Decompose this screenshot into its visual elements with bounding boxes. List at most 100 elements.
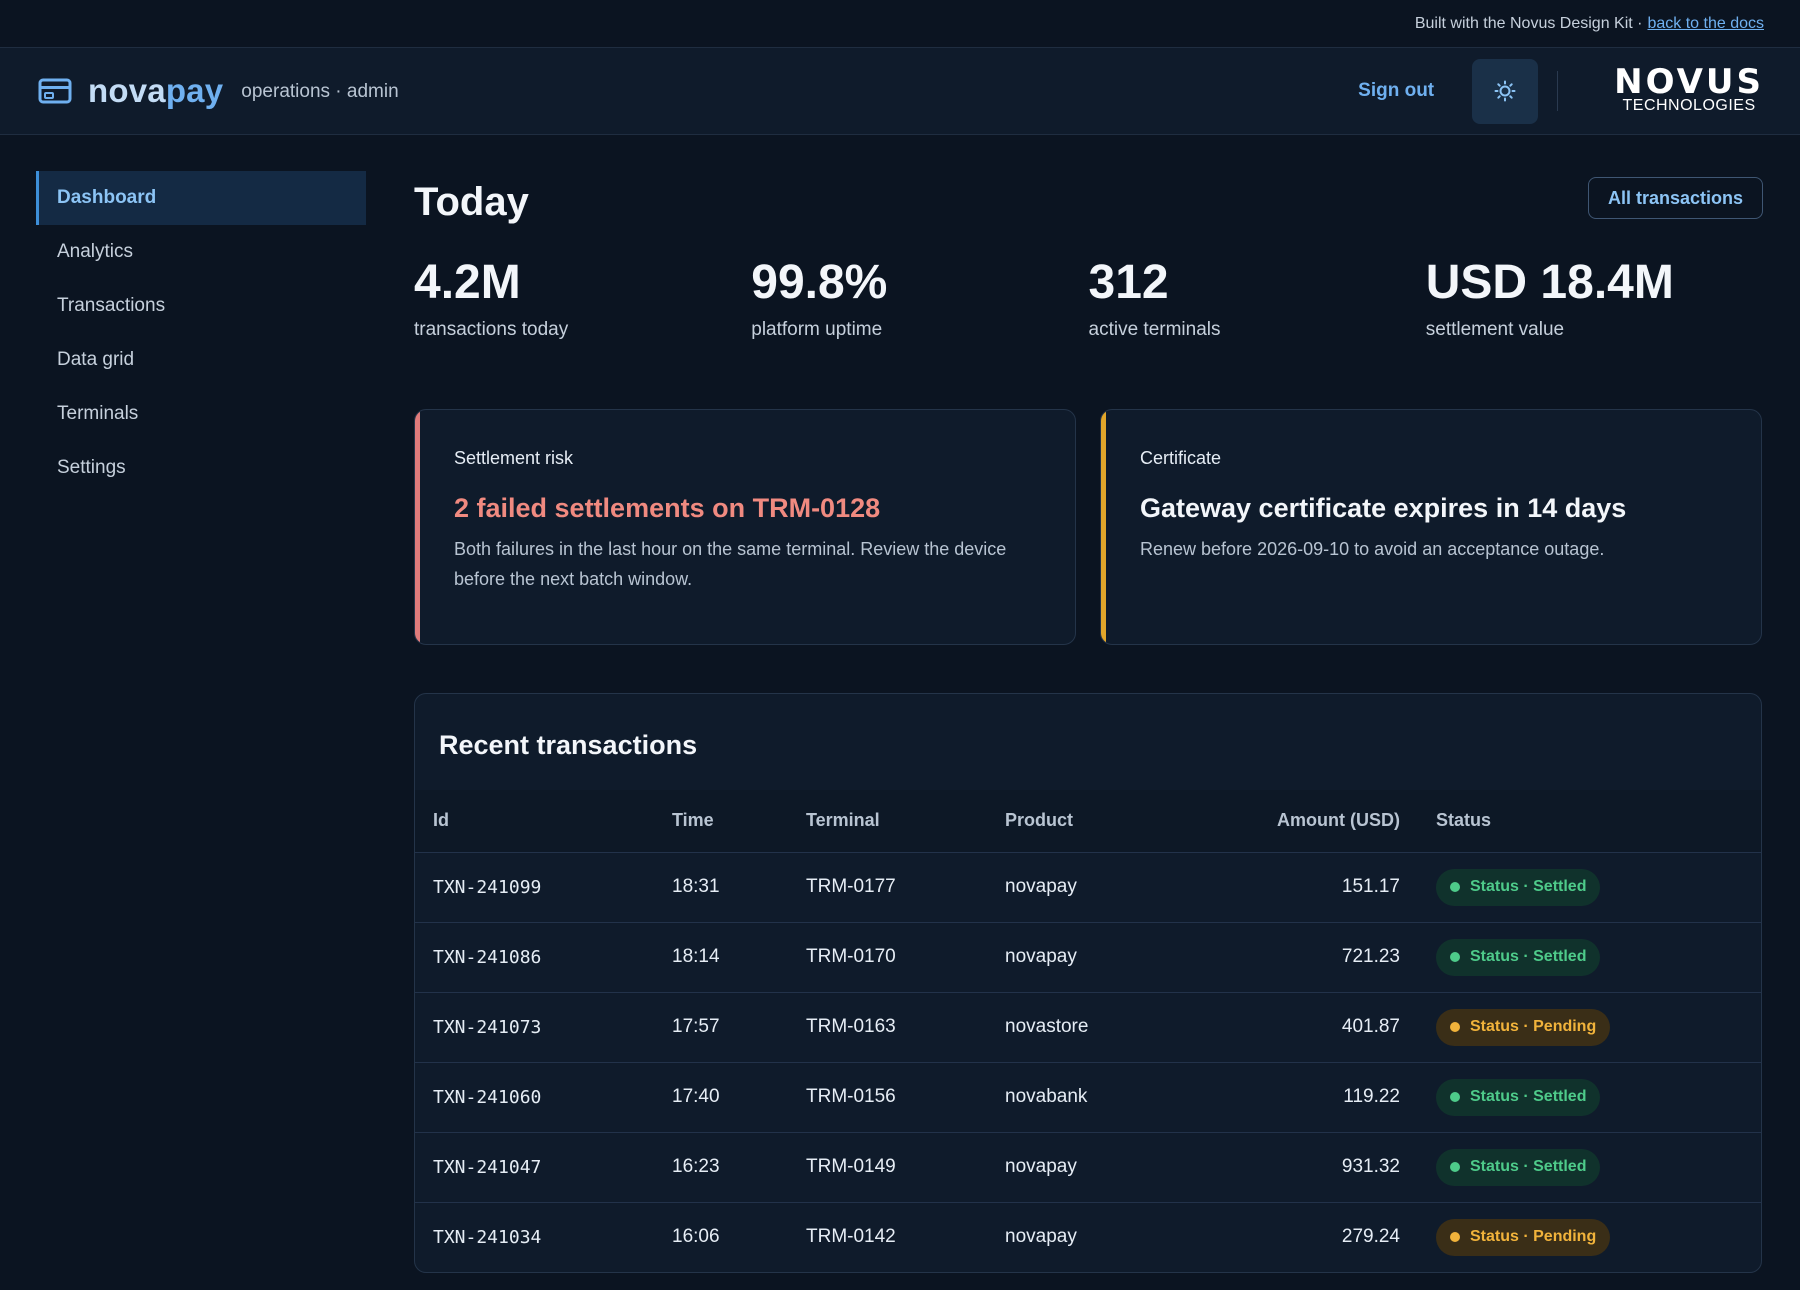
stat-transactions: 4.2M transactions today bbox=[414, 255, 751, 355]
cell-time: 18:14 bbox=[654, 921, 788, 992]
sidebar-item-settings[interactable]: Settings bbox=[57, 457, 126, 478]
main-layout: Dashboard Analytics Transactions Data gr… bbox=[0, 135, 1800, 1273]
table-row[interactable]: TXN-241086 18:14 TRM-0170 novapay 721.23 Stat… bbox=[415, 921, 1761, 992]
stat-terminals: 312 active terminals bbox=[1089, 255, 1426, 355]
sidebar-item-analytics[interactable]: Analytics bbox=[57, 241, 134, 262]
recent-transactions-card: Recent transactions Id Time Terminal Pro… bbox=[414, 693, 1762, 1273]
all-transactions-button[interactable]: All transactions bbox=[1587, 177, 1763, 219]
app-header: novapay operations · admin Sign out NOVU… bbox=[0, 48, 1800, 135]
table-row[interactable]: TXN-241073 17:57 TRM-0163 novastore 401.87 St… bbox=[415, 991, 1761, 1062]
header-actions: Sign out NOVUS TECHNOLOGIES bbox=[1358, 58, 1764, 124]
column-header-status[interactable]: Status bbox=[1436, 810, 1492, 831]
cell-product: novabank bbox=[987, 1061, 1184, 1132]
page-title: Today bbox=[414, 179, 529, 224]
cell-status: Status · Settled bbox=[1418, 921, 1761, 992]
stats-row: 4.2M transactions today 99.8% platform u… bbox=[414, 255, 1763, 355]
cell-id: TXN-241099 bbox=[415, 851, 654, 922]
brand-subtitle: operations · admin bbox=[241, 81, 399, 102]
table-row[interactable]: TXN-241099 18:31 TRM-0177 novapay 151.17 Stat… bbox=[415, 851, 1761, 922]
cell-id: TXN-241034 bbox=[415, 1201, 654, 1272]
cell-amount: 279.24 bbox=[1184, 1201, 1418, 1272]
status-badge: Status · Settled bbox=[1436, 938, 1601, 976]
stat-label: transactions today bbox=[414, 319, 569, 340]
status-badge: Status · Settled bbox=[1436, 1148, 1601, 1186]
sidebar-item-dashboard[interactable]: Dashboard bbox=[36, 171, 366, 225]
status-label: Status · Pending bbox=[1470, 1228, 1597, 1246]
sidebar-item-data-grid[interactable]: Data grid bbox=[57, 349, 135, 370]
alert-title: 2 failed settlements on TRM-0128 bbox=[454, 493, 881, 523]
cell-status: Status · Settled bbox=[1418, 1131, 1761, 1202]
column-header-id[interactable]: Id bbox=[433, 810, 449, 831]
sidebar-item-transactions[interactable]: Transactions bbox=[57, 295, 166, 316]
brand-name-nova: nova bbox=[88, 72, 166, 109]
status-label: Status · Pending bbox=[1470, 1018, 1597, 1035]
cell-status: Status · Pending bbox=[1418, 1201, 1761, 1272]
settlement-risk-alert: Settlement risk 2 failed settlements on … bbox=[414, 409, 1076, 645]
novus-logo: NOVUS TECHNOLOGIES bbox=[1614, 62, 1764, 115]
status-badge: Status · Pending bbox=[1436, 1218, 1611, 1256]
column-header-product[interactable]: Product bbox=[1005, 810, 1074, 831]
cell-terminal: TRM-0163 bbox=[788, 991, 987, 1062]
cell-time: 16:06 bbox=[654, 1201, 788, 1272]
brand[interactable]: novapay operations · admin bbox=[38, 72, 399, 110]
cell-terminal: TRM-0170 bbox=[788, 921, 987, 992]
brand-name-pay: pay bbox=[165, 72, 224, 109]
cell-amount: 721.23 bbox=[1184, 921, 1418, 992]
status-dot-icon bbox=[1450, 1022, 1460, 1032]
table-row[interactable]: TXN-241060 17:40 TRM-0156 novabank 119.22 Sta… bbox=[415, 1061, 1761, 1132]
stat-uptime: 99.8% platform uptime bbox=[751, 255, 1088, 355]
theme-toggle-button[interactable] bbox=[1472, 58, 1539, 124]
cell-terminal: TRM-0177 bbox=[788, 851, 987, 922]
banner-text: Built with the Novus Design Kit · bbox=[1414, 14, 1643, 32]
status-label: Status · Settled bbox=[1470, 1088, 1587, 1105]
cell-status: Status · Pending bbox=[1418, 991, 1761, 1062]
cell-amount: 401.87 bbox=[1184, 991, 1418, 1062]
top-banner: Built with the Novus Design Kit · back t… bbox=[0, 0, 1800, 48]
status-dot-icon bbox=[1450, 952, 1460, 962]
dashboard-content: Today All transactions 4.2M transactions… bbox=[414, 135, 1763, 1273]
title-row: Today All transactions bbox=[414, 171, 1763, 225]
cell-time: 16:23 bbox=[654, 1131, 788, 1202]
cell-product: novapay bbox=[987, 921, 1184, 992]
table-row[interactable]: TXN-241034 16:06 TRM-0142 novapay 279.24 Stat… bbox=[415, 1201, 1761, 1272]
back-to-docs-link[interactable]: back to the docs bbox=[1647, 14, 1764, 32]
table-body: TXN-241099 18:31 TRM-0177 novapay 151.17 Stat… bbox=[415, 851, 1761, 1272]
cell-terminal: TRM-0149 bbox=[788, 1131, 987, 1202]
logo-wordmark: NOVUS bbox=[1614, 62, 1764, 102]
cell-product: novapay bbox=[987, 1201, 1184, 1272]
status-badge: Status · Settled bbox=[1436, 1078, 1601, 1116]
table-row[interactable]: TXN-241047 16:23 TRM-0149 novapay 931.32 Stat… bbox=[415, 1131, 1761, 1202]
cell-product: novastore bbox=[987, 991, 1184, 1062]
cell-amount: 119.22 bbox=[1184, 1061, 1418, 1132]
transactions-table: Id Time Terminal Product Amount (USD) St… bbox=[415, 790, 1761, 1272]
cell-id: TXN-241060 bbox=[415, 1061, 654, 1132]
cell-terminal: TRM-0142 bbox=[788, 1201, 987, 1272]
stat-value: USD 18.4M bbox=[1425, 256, 1674, 309]
cell-amount: 151.17 bbox=[1184, 851, 1418, 922]
table-title: Recent transactions bbox=[439, 730, 698, 760]
cell-id: TXN-241073 bbox=[415, 991, 654, 1062]
alert-eyebrow: Certificate bbox=[1140, 448, 1222, 468]
card-icon bbox=[38, 78, 72, 104]
status-dot-icon bbox=[1450, 1232, 1460, 1243]
stat-value: 312 bbox=[1088, 256, 1169, 309]
logo-subtitle: TECHNOLOGIES bbox=[1622, 97, 1756, 114]
column-header-terminal[interactable]: Terminal bbox=[806, 810, 880, 831]
status-dot-icon bbox=[1450, 1092, 1460, 1102]
sign-out-button[interactable]: Sign out bbox=[1358, 80, 1435, 101]
cell-time: 17:40 bbox=[654, 1061, 788, 1132]
stat-settlement: USD 18.4M settlement value bbox=[1426, 255, 1763, 355]
cell-terminal: TRM-0156 bbox=[788, 1061, 987, 1132]
table-header-row: Id Time Terminal Product Amount (USD) St… bbox=[415, 790, 1761, 852]
stat-value: 99.8% bbox=[751, 256, 888, 309]
status-badge: Status · Pending bbox=[1436, 1008, 1611, 1046]
cell-time: 18:31 bbox=[654, 851, 788, 922]
sidebar-item-terminals[interactable]: Terminals bbox=[57, 403, 139, 424]
stat-label: settlement value bbox=[1425, 319, 1565, 340]
cell-amount: 931.32 bbox=[1184, 1131, 1418, 1202]
stat-value: 4.2M bbox=[414, 256, 521, 309]
column-header-time[interactable]: Time bbox=[672, 810, 714, 831]
cell-status: Status · Settled bbox=[1418, 851, 1761, 922]
sidebar: Dashboard Analytics Transactions Data gr… bbox=[0, 135, 414, 1273]
column-header-amount[interactable]: Amount (USD) bbox=[1277, 810, 1400, 831]
